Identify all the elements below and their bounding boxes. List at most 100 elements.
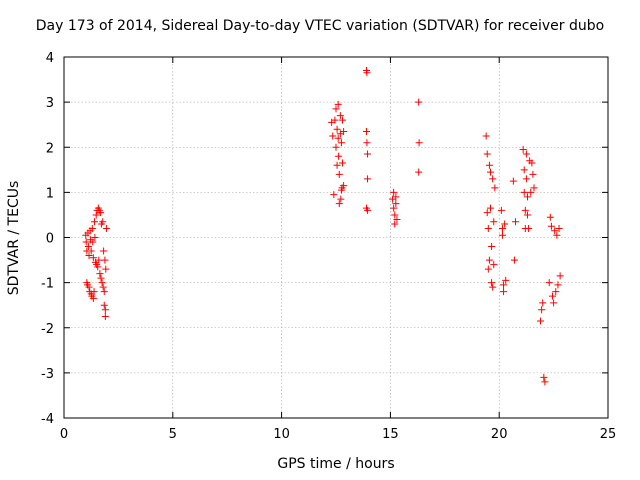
data-point bbox=[555, 224, 563, 232]
data-point bbox=[331, 116, 339, 124]
data-point bbox=[87, 247, 95, 255]
data-point bbox=[333, 125, 341, 133]
data-point bbox=[483, 209, 491, 217]
data-point bbox=[545, 279, 553, 287]
data-point bbox=[335, 152, 343, 160]
data-point bbox=[554, 281, 562, 289]
data-point bbox=[334, 100, 342, 108]
data-point bbox=[547, 222, 555, 230]
data-point bbox=[101, 312, 109, 320]
data-point bbox=[97, 274, 105, 282]
data-point bbox=[97, 209, 105, 217]
y-tick-label: 0 bbox=[46, 232, 54, 247]
data-point bbox=[497, 206, 505, 214]
data-point bbox=[335, 170, 343, 178]
data-point bbox=[490, 218, 498, 226]
data-point bbox=[89, 254, 97, 262]
data-point bbox=[82, 238, 90, 246]
data-point bbox=[89, 294, 97, 302]
data-point bbox=[333, 161, 341, 169]
data-point bbox=[415, 139, 423, 147]
data-point bbox=[552, 288, 560, 296]
data-point bbox=[391, 211, 399, 219]
data-point bbox=[498, 224, 506, 232]
data-point bbox=[339, 159, 347, 167]
data-point bbox=[94, 263, 102, 271]
data-point bbox=[488, 243, 496, 251]
data-point bbox=[523, 211, 531, 219]
y-tick-label: 2 bbox=[46, 141, 54, 156]
data-point bbox=[100, 301, 108, 309]
data-point bbox=[522, 150, 530, 158]
data-point bbox=[101, 256, 109, 264]
data-point bbox=[500, 281, 508, 289]
data-point bbox=[489, 175, 497, 183]
data-point bbox=[88, 224, 96, 232]
data-point bbox=[85, 283, 93, 291]
data-point bbox=[485, 161, 493, 169]
data-point bbox=[339, 116, 347, 124]
data-point bbox=[329, 132, 337, 140]
data-point bbox=[484, 265, 492, 273]
data-point bbox=[528, 159, 536, 167]
data-point bbox=[491, 184, 499, 192]
y-tick-label: -1 bbox=[41, 277, 54, 292]
x-tick-label: 0 bbox=[60, 427, 68, 442]
data-point bbox=[364, 175, 372, 183]
data-point bbox=[332, 105, 340, 113]
data-point bbox=[415, 168, 423, 176]
data-point bbox=[525, 224, 533, 232]
data-point bbox=[539, 299, 547, 307]
data-point bbox=[96, 270, 104, 278]
data-point bbox=[415, 98, 423, 106]
data-point bbox=[84, 243, 92, 251]
y-axis-label: SDTVAR / TECUs bbox=[6, 180, 22, 296]
y-tick-label: 4 bbox=[46, 51, 54, 66]
data-point bbox=[364, 206, 372, 214]
data-point bbox=[538, 306, 546, 314]
data-point bbox=[502, 276, 510, 284]
data-point bbox=[334, 134, 342, 142]
x-tick-label: 25 bbox=[600, 427, 617, 442]
data-point bbox=[340, 182, 348, 190]
data-point bbox=[340, 127, 348, 135]
data-point bbox=[364, 150, 372, 158]
data-point bbox=[330, 191, 338, 199]
data-point bbox=[90, 218, 98, 226]
data-point bbox=[483, 150, 491, 158]
data-point bbox=[485, 256, 493, 264]
data-point bbox=[392, 200, 400, 208]
data-point bbox=[390, 188, 398, 196]
data-point bbox=[89, 238, 97, 246]
data-point bbox=[362, 127, 370, 135]
data-point bbox=[510, 256, 518, 264]
data-point bbox=[489, 283, 497, 291]
data-point bbox=[102, 224, 110, 232]
data-point bbox=[363, 69, 371, 77]
data-point bbox=[363, 139, 371, 147]
y-tick-label: 1 bbox=[46, 186, 54, 201]
x-tick-label: 20 bbox=[491, 427, 508, 442]
data-point bbox=[85, 252, 93, 260]
data-point bbox=[99, 218, 107, 226]
data-point bbox=[556, 272, 564, 280]
x-tick-label: 10 bbox=[273, 427, 290, 442]
data-point bbox=[486, 168, 494, 176]
data-point bbox=[520, 188, 528, 196]
data-point bbox=[521, 206, 529, 214]
x-tick-label: 5 bbox=[169, 427, 177, 442]
data-point bbox=[488, 279, 496, 287]
data-point bbox=[102, 265, 110, 273]
data-point bbox=[551, 227, 559, 235]
data-point bbox=[393, 215, 401, 223]
data-point bbox=[520, 166, 528, 174]
data-point bbox=[484, 224, 492, 232]
data-point bbox=[490, 261, 498, 269]
data-point bbox=[530, 184, 538, 192]
data-point bbox=[523, 193, 531, 201]
data-point bbox=[391, 220, 399, 228]
data-point bbox=[537, 317, 545, 325]
chart-title: Day 173 of 2014, Sidereal Day-to-day VTE… bbox=[35, 18, 605, 34]
data-point bbox=[332, 143, 340, 151]
